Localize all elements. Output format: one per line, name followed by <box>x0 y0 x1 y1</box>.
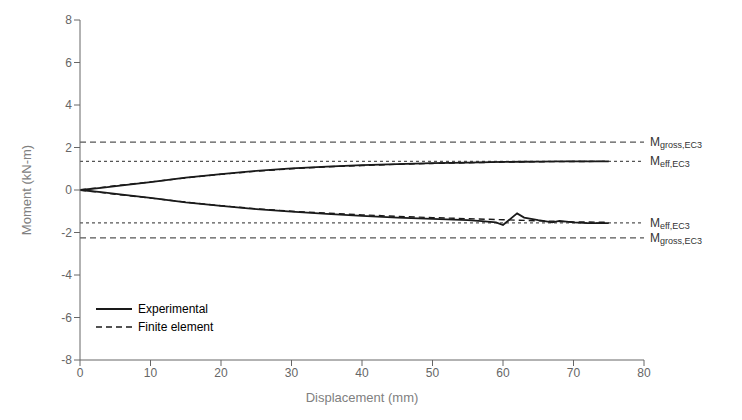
svg-text:50: 50 <box>426 366 440 380</box>
svg-text:8: 8 <box>65 13 72 27</box>
svg-text:Moment (kN-m): Moment (kN-m) <box>19 145 34 235</box>
svg-text:80: 80 <box>637 366 651 380</box>
svg-text:-2: -2 <box>61 226 72 240</box>
svg-text:20: 20 <box>214 366 228 380</box>
svg-text:40: 40 <box>355 366 369 380</box>
svg-text:0: 0 <box>65 183 72 197</box>
svg-text:0: 0 <box>77 366 84 380</box>
svg-text:-4: -4 <box>61 268 72 282</box>
svg-text:Meff,EC3: Meff,EC3 <box>650 154 690 169</box>
svg-text:Mgross,EC3: Mgross,EC3 <box>650 135 702 150</box>
svg-text:Meff,EC3: Meff,EC3 <box>650 216 690 231</box>
html-text:Experimental: Experimental <box>138 302 208 316</box>
svg-text:-8: -8 <box>61 353 72 367</box>
svg-text:60: 60 <box>496 366 510 380</box>
svg-text:-6: -6 <box>61 311 72 325</box>
svg-text:4: 4 <box>65 98 72 112</box>
svg-text:30: 30 <box>285 366 299 380</box>
svg-text:6: 6 <box>65 56 72 70</box>
svg-text:Displacement (mm): Displacement (mm) <box>306 390 419 405</box>
svg-text:70: 70 <box>567 366 581 380</box>
svg-text:10: 10 <box>144 366 158 380</box>
svg-text:Mgross,EC3: Mgross,EC3 <box>650 231 702 246</box>
svg-text:2: 2 <box>65 141 72 155</box>
html-text:Finite element: Finite element <box>138 320 214 334</box>
